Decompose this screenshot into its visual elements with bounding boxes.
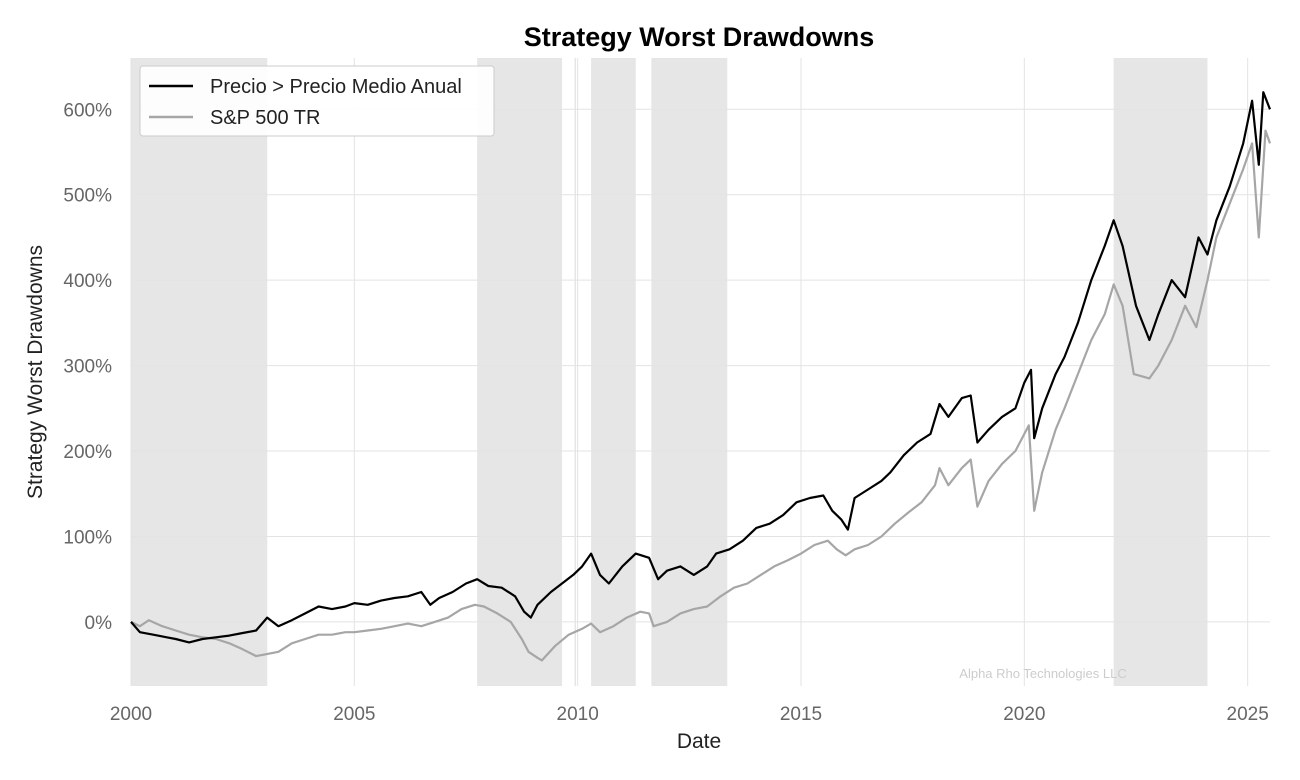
legend-label-benchmark: S&P 500 TR <box>210 107 320 129</box>
drawdown-period-1 <box>477 58 563 686</box>
y-tick-label: 600% <box>63 100 112 121</box>
grid <box>130 58 1270 686</box>
x-tick-label: 2020 <box>1003 704 1045 725</box>
legend-box <box>139 65 495 137</box>
series-lines <box>130 91 1272 662</box>
y-tick-label: 300% <box>63 357 112 378</box>
series-line-benchmark <box>130 129 1272 662</box>
x-tick-label: 2010 <box>557 704 599 725</box>
y-axis-label: Strategy Worst Drawdowns <box>24 245 47 499</box>
drawdown-period-2 <box>574 58 577 686</box>
y-tick-label: 0% <box>85 613 113 634</box>
drawdown-period-3 <box>591 58 636 686</box>
y-tick-label: 100% <box>63 527 112 548</box>
drawdown-period-0 <box>131 58 268 686</box>
watermark: Alpha Rho Technologies LLC <box>959 666 1126 681</box>
x-tick-label: 2000 <box>110 704 152 725</box>
y-tick-label: 500% <box>63 186 112 207</box>
x-tick-label: 2015 <box>780 704 822 725</box>
legend: Precio > Precio Medio Anual S&P 500 TR <box>139 65 495 137</box>
drawdown-period-4 <box>651 58 728 686</box>
y-tick-label: 200% <box>63 442 112 463</box>
drawdown-shading <box>131 58 1208 686</box>
series-line-strategy <box>130 91 1272 644</box>
axis-ticks: 0% 100% 200% 300% 400% 500% 600% 2000 2005 2010 20… <box>63 100 1268 725</box>
chart-title: Strategy Worst Drawdowns <box>524 22 875 52</box>
x-axis-label: Date <box>677 730 721 753</box>
x-tick-label: 2005 <box>333 704 375 725</box>
y-tick-label: 400% <box>63 271 112 292</box>
x-tick-label: 2025 <box>1227 704 1269 725</box>
legend-label-strategy: Precio > Precio Medio Anual <box>210 76 462 98</box>
drawdown-period-5 <box>1113 58 1208 686</box>
